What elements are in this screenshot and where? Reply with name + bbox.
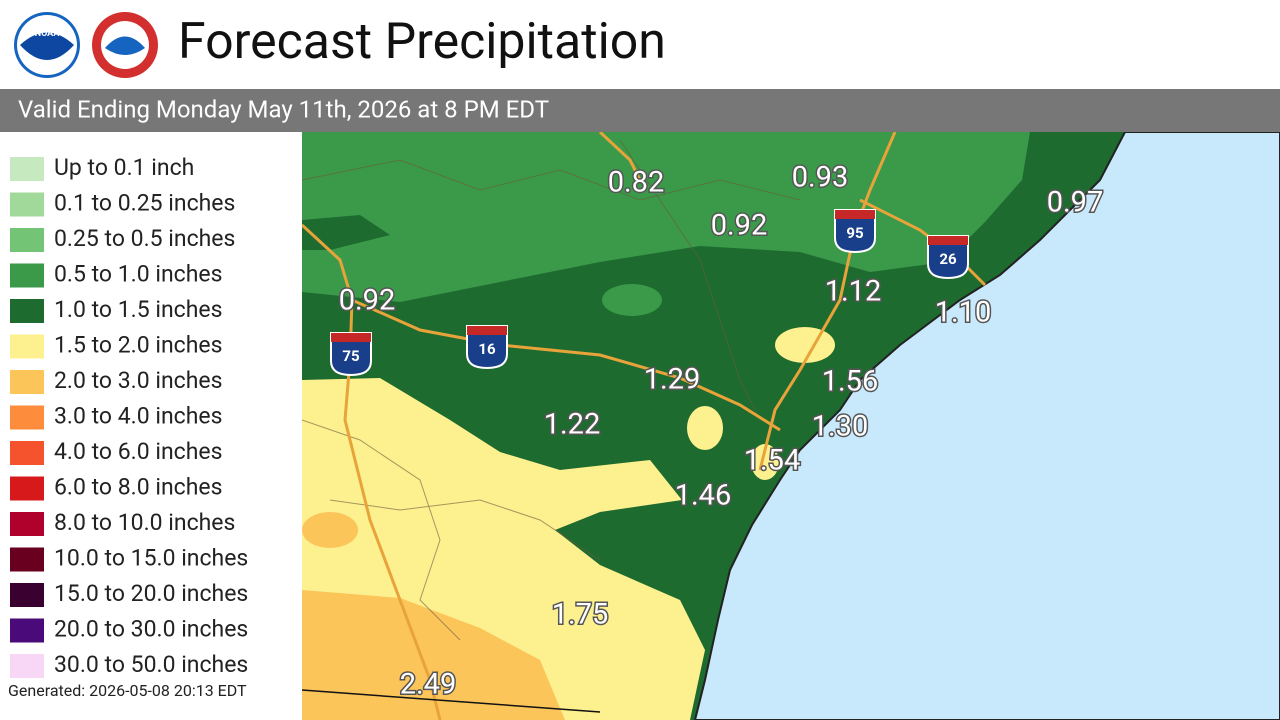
subtitle-bar (0, 89, 1280, 132)
map (302, 132, 1280, 720)
amount-label: 0.82 (608, 166, 665, 200)
legend-label: 20.0 to 30.0 inches (54, 616, 248, 643)
amount-label: 1.75 (552, 598, 609, 632)
legend-swatch (10, 476, 44, 501)
legend-swatch (10, 512, 44, 536)
ocean (693, 132, 1280, 720)
amount-label: 1.10 (935, 296, 992, 330)
amount-label: 1.46 (675, 479, 732, 513)
precip-zone (302, 512, 358, 548)
precip-zone (302, 215, 390, 250)
legend-label: 0.1 to 0.25 inches (54, 190, 235, 217)
legend-swatch (10, 157, 44, 181)
noaa-logo-bird (20, 32, 74, 60)
legend-swatch (10, 547, 44, 572)
amount-label: 2.49 (400, 668, 457, 702)
legend-swatch (10, 618, 44, 643)
generated-time: Generated: 2026-05-08 20:13 EDT (8, 681, 247, 700)
precip-zone (775, 327, 835, 363)
precip-zone (751, 444, 779, 480)
legend-label: 4.0 to 6.0 inches (54, 438, 222, 465)
amount-label: 1.56 (822, 365, 879, 399)
precip-zone (687, 406, 723, 450)
amount-label: 1.12 (825, 275, 882, 309)
legend-label: 0.25 to 0.5 inches (54, 225, 235, 252)
amount-label: 1.54 (744, 444, 801, 478)
highway-number: 75 (342, 347, 359, 365)
legend-swatch (10, 654, 44, 678)
interstate-shield: 26 (927, 235, 969, 280)
legend-swatch (10, 334, 44, 359)
legend-swatch (10, 299, 44, 323)
legend-label: 1.5 to 2.0 inches (54, 332, 222, 359)
highway-number: 16 (478, 340, 496, 358)
interstate-shield: 16 (466, 325, 508, 370)
legend-label: 15.0 to 20.0 inches (54, 580, 248, 607)
interstate-shield: 75 (330, 332, 372, 377)
legend-label: 8.0 to 10.0 inches (54, 509, 235, 536)
amount-label: 0.97 (1047, 186, 1104, 220)
highway-number: 95 (846, 224, 863, 242)
amount-label: 0.93 (792, 161, 849, 195)
legend-label: 6.0 to 8.0 inches (54, 474, 222, 501)
legend-swatch (10, 370, 44, 394)
legend-swatch (10, 263, 44, 288)
legend-swatch (10, 228, 44, 252)
legend-swatch (10, 192, 44, 217)
legend-label: 30.0 to 50.0 inches (54, 651, 248, 678)
precip-zone (302, 590, 565, 720)
subtitle: Valid Ending Monday May 11th, 2026 at 8 … (18, 95, 549, 123)
amount-label: 1.30 (812, 410, 869, 444)
legend-swatch (10, 405, 44, 430)
amount-label: 0.92 (339, 284, 396, 318)
precip-zone (602, 284, 662, 316)
amount-label: 0.92 (711, 209, 768, 243)
legend-swatch (10, 583, 44, 607)
nws-logo-mark (105, 36, 145, 55)
legend-label: 3.0 to 4.0 inches (54, 403, 222, 430)
legend-label: 2.0 to 3.0 inches (54, 367, 222, 394)
amount-label: 1.22 (544, 408, 601, 442)
legend-swatch (10, 441, 44, 465)
legend-label: 0.5 to 1.0 inches (54, 261, 222, 288)
interstate-shield: 95 (834, 209, 876, 254)
title: Forecast Precipitation (178, 13, 666, 71)
legend-label: 10.0 to 15.0 inches (54, 545, 248, 572)
highway-number: 26 (939, 250, 957, 268)
state-line (302, 689, 601, 713)
amount-label: 1.29 (644, 363, 701, 397)
noaa-logo-text: NOAA (35, 29, 61, 39)
legend-label: 1.0 to 1.5 inches (54, 296, 222, 323)
legend-label: Up to 0.1 inch (54, 154, 194, 181)
interstates (302, 132, 987, 720)
legend: Up to 0.1 inch 0.1 to 0.25 inches 0.25 to … (10, 154, 248, 678)
